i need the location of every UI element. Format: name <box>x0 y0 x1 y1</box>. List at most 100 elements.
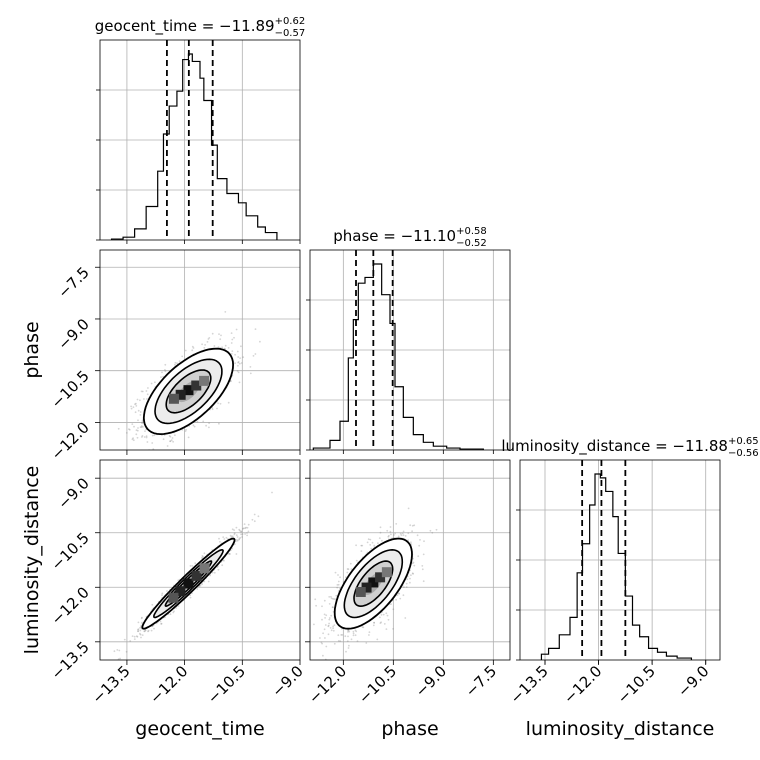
scatter-point <box>146 393 149 396</box>
scatter-point <box>369 544 372 546</box>
scatter-point <box>371 541 374 544</box>
scatter-point <box>132 406 135 408</box>
scatter-point <box>413 564 416 567</box>
scatter-point <box>352 630 355 633</box>
scatter-point <box>222 536 225 538</box>
scatter-point <box>136 398 139 401</box>
scatter-point <box>241 533 244 535</box>
scatter-point <box>350 568 353 570</box>
scatter-point <box>411 530 413 533</box>
scatter-point <box>209 574 212 577</box>
x-tick-label: −12.0 <box>305 662 350 707</box>
scatter-point <box>227 401 230 404</box>
scatter-point <box>200 557 203 559</box>
scatter-point <box>153 481 155 483</box>
scatter-point <box>153 627 155 630</box>
scatter-point <box>137 630 139 633</box>
scatter-point <box>419 539 421 541</box>
scatter-point <box>327 633 330 636</box>
scatter-point <box>184 349 187 352</box>
scatter-point <box>135 433 138 436</box>
scatter-frame <box>99 459 301 661</box>
scatter-point <box>137 427 139 429</box>
scatter-point <box>203 552 206 555</box>
scatter-point <box>402 530 405 533</box>
scatter-point <box>166 445 169 447</box>
scatter-point <box>128 428 131 431</box>
scatter-point <box>144 630 146 633</box>
scatter-point <box>228 553 231 555</box>
scatter-point <box>181 355 184 358</box>
scatter-point <box>208 422 211 424</box>
scatter-point <box>229 553 231 555</box>
histogram-panel-luminosity_distance <box>520 460 720 660</box>
scatter-point <box>134 411 137 414</box>
scatter-point <box>169 440 172 443</box>
scatter-point <box>337 580 340 583</box>
scatter-point <box>321 618 323 621</box>
scatter-point <box>327 624 330 627</box>
scatter-point <box>247 523 250 526</box>
y-tick-label: −7.5 <box>54 263 92 301</box>
scatter-point <box>160 622 163 625</box>
scatter-point <box>207 338 210 340</box>
scatter-point <box>259 340 261 343</box>
density-cell <box>175 389 186 400</box>
scatter-point <box>176 362 178 365</box>
scatter-point <box>141 390 144 393</box>
scatter-point <box>238 362 241 365</box>
scatter-point <box>233 336 235 339</box>
scatter-point <box>394 532 396 535</box>
x-tick-label: −9.0 <box>674 662 712 700</box>
scatter-point <box>189 594 192 597</box>
title-plus-error: +0.62 <box>275 16 306 27</box>
scatter-point <box>224 311 227 313</box>
scatter-point <box>211 332 214 335</box>
scatter-point <box>329 627 332 629</box>
scatter-point <box>164 363 167 366</box>
scatter-point <box>169 613 172 616</box>
scatter-point <box>146 398 148 400</box>
scatter-point <box>217 568 220 571</box>
scatter-point <box>135 429 138 432</box>
scatter-point <box>145 436 148 439</box>
scatter-point <box>421 568 424 571</box>
scatter-point <box>140 390 143 393</box>
scatter-point <box>352 632 355 635</box>
scatter-point <box>330 614 333 617</box>
scatter-point <box>116 469 118 471</box>
scatter-point <box>141 616 143 619</box>
scatter-point <box>315 604 317 607</box>
scatter-point <box>202 555 204 558</box>
histogram-title-phase: phase = −11.10+0.58 <box>333 226 487 245</box>
scatter-point <box>137 621 140 624</box>
scatter-point <box>161 592 164 595</box>
scatter-point <box>244 527 247 530</box>
scatter-point <box>355 559 358 562</box>
scatter-point <box>380 614 383 616</box>
scatter-point <box>366 541 369 544</box>
scatter-point <box>141 436 143 438</box>
scatter-point <box>139 626 142 628</box>
scatter-point <box>308 648 310 650</box>
scatter-point <box>236 370 239 372</box>
density-cell <box>361 582 372 593</box>
scatter-point <box>207 580 210 583</box>
scatter-point <box>237 371 240 374</box>
scatter-point <box>319 637 321 639</box>
x-axis-label-geocent-time: geocent_time <box>135 718 264 740</box>
scatter-point <box>409 524 412 527</box>
scatter-point <box>379 622 382 624</box>
scatter-point <box>160 623 163 625</box>
scatter-point <box>142 426 144 428</box>
scatter-point <box>356 640 359 643</box>
scatter-point <box>331 606 334 608</box>
scatter-point <box>116 649 119 651</box>
scatter-point <box>160 376 162 378</box>
scatter-point <box>410 541 412 544</box>
scatter-point <box>399 597 402 600</box>
scatter-point <box>381 539 383 542</box>
scatter-point <box>131 635 134 637</box>
scatter-point <box>322 654 324 657</box>
scatter-point <box>252 355 255 357</box>
